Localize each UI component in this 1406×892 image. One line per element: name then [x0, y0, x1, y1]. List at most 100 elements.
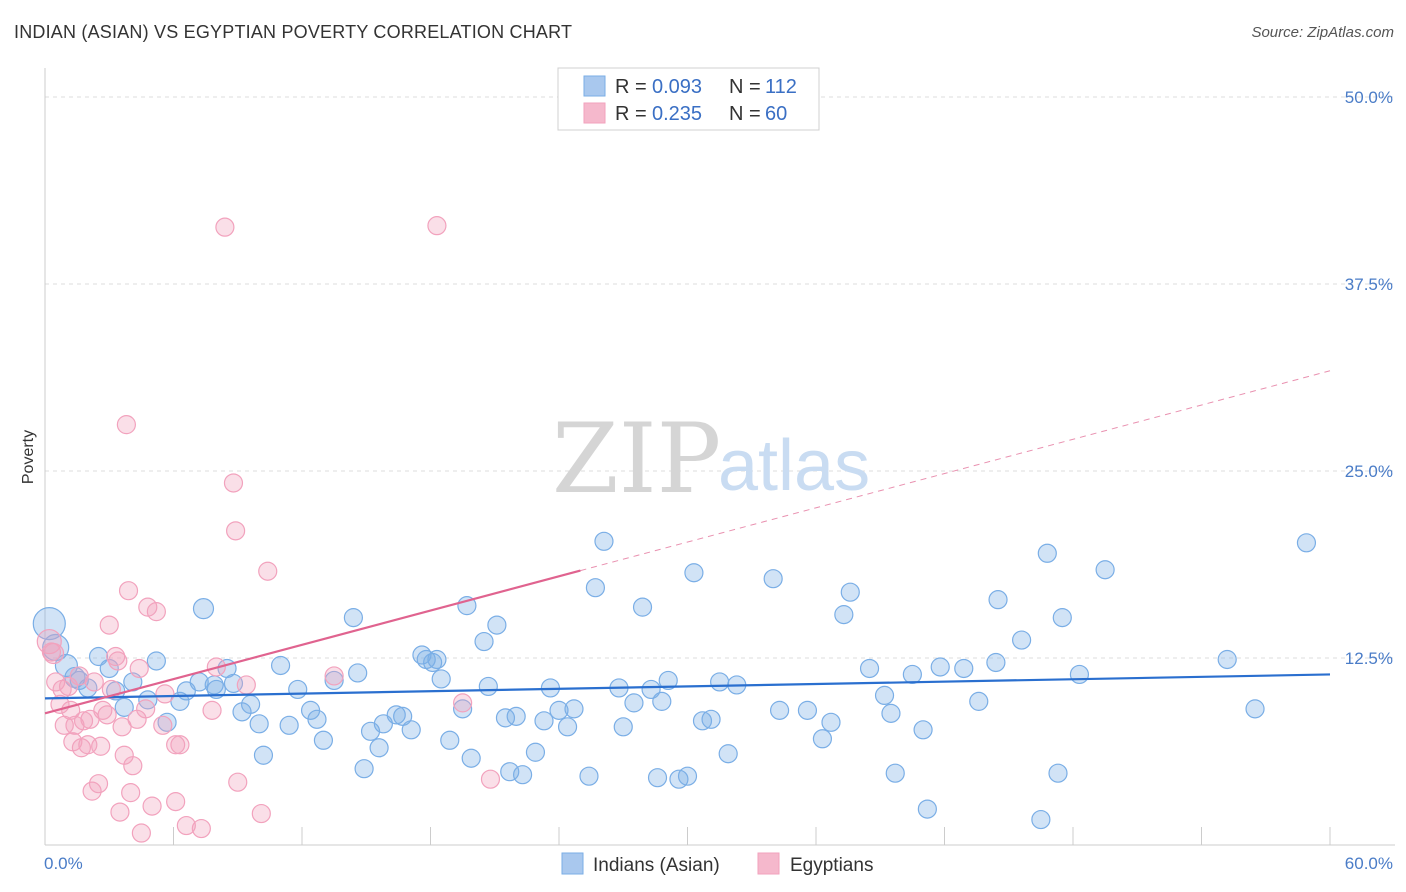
indians-point-0 — [32, 606, 66, 641]
indians-point-111 — [1296, 533, 1317, 553]
egyptians-point-10 — [73, 711, 94, 731]
grid-lines — [45, 96, 1395, 659]
indians-point-84 — [769, 700, 790, 720]
bottom-legend-label-egyptians: Egyptians — [790, 855, 873, 876]
bottom-legend-swatch-indians — [561, 852, 584, 875]
indians-point-24 — [249, 714, 269, 734]
indians-point-58 — [525, 742, 546, 762]
indians-point-65 — [585, 578, 606, 598]
indians-point-90 — [859, 658, 880, 679]
egyptians-point-17 — [97, 705, 117, 725]
indians-point-26 — [270, 655, 291, 676]
egyptians-point-34 — [155, 684, 175, 704]
indians-point-79 — [701, 709, 721, 729]
indians-point-85 — [797, 700, 818, 720]
indians-point-31 — [313, 730, 334, 750]
y-tick-labels: 12.5% 25.0% 37.5% 50.0% — [1345, 88, 1393, 668]
indians-point-94 — [902, 664, 922, 685]
egyptians-point-13 — [84, 672, 104, 692]
indians-point-76 — [677, 766, 698, 786]
y-axis-label: Poverty — [20, 430, 37, 484]
egyptians-point-38 — [176, 815, 196, 836]
watermark-zip: ZIP — [552, 403, 721, 515]
indians-point-73 — [652, 691, 672, 711]
egyptians-point-14 — [88, 774, 109, 794]
indians-point-98 — [954, 658, 974, 679]
indians-point-69 — [624, 693, 644, 713]
egyptians-point-22 — [110, 802, 130, 822]
egyptians-point-2 — [46, 672, 66, 692]
indians-trend-line — [44, 673, 1331, 700]
indians-point-105 — [1048, 763, 1068, 783]
egyptians-point-30 — [136, 699, 156, 719]
legend-n-label-egyptians: N = — [729, 103, 761, 125]
y-tick-label-0: 12.5% — [1345, 649, 1393, 668]
indians-point-41 — [401, 720, 421, 740]
indians-point-47 — [440, 730, 460, 750]
legend-r-value-egyptians: 0.235 — [652, 103, 702, 125]
egyptians-point-25 — [118, 581, 139, 601]
indians-point-40 — [393, 706, 413, 726]
watermark-atlas: atlas — [718, 426, 870, 506]
series-egyptians-points — [36, 216, 501, 843]
indians-point-6 — [88, 646, 109, 667]
indians-point-33 — [343, 608, 363, 628]
egyptians-point-56 — [129, 658, 149, 679]
egyptians-point-49 — [453, 693, 473, 713]
series-legend: Indians (Asian) Egyptians — [561, 852, 873, 876]
indians-point-62 — [557, 717, 578, 737]
indians-point-27 — [279, 715, 299, 735]
indians-point-104 — [1037, 543, 1057, 563]
indians-point-106 — [1052, 608, 1072, 628]
indians-point-35 — [354, 759, 374, 779]
indians-point-100 — [986, 652, 1006, 673]
indians-point-68 — [613, 717, 633, 737]
egyptians-point-47 — [324, 666, 344, 686]
indians-point-23 — [241, 694, 261, 714]
indians-point-12 — [146, 651, 166, 671]
egyptians-point-39 — [191, 818, 211, 839]
watermark: ZIP atlas — [552, 403, 870, 515]
indians-point-108 — [1095, 560, 1115, 580]
indians-point-89 — [840, 582, 860, 602]
egyptians-trend-line — [44, 569, 581, 715]
indians-point-102 — [1011, 630, 1032, 650]
indians-point-103 — [1031, 809, 1051, 830]
indians-point-50 — [461, 748, 481, 768]
indians-point-28 — [288, 679, 308, 700]
egyptians-point-15 — [91, 736, 111, 756]
indians-point-39 — [386, 705, 406, 725]
egyptians-point-41 — [215, 217, 235, 237]
egyptians-point-37 — [170, 735, 190, 755]
x-tick-labels: 0.0% 60.0% — [44, 854, 1393, 873]
y-tick-label-2: 37.5% — [1345, 275, 1393, 294]
indians-point-25 — [253, 745, 274, 765]
egyptians-point-45 — [251, 803, 271, 824]
indians-point-17 — [192, 598, 215, 620]
egyptians-point-44 — [228, 772, 248, 792]
egyptians-point-21 — [108, 651, 128, 671]
legend-r-label-egyptians: R = — [615, 103, 647, 125]
legend-r-value-indians: 0.093 — [652, 76, 702, 98]
bottom-legend-swatch-egyptians — [757, 852, 780, 875]
indians-point-70 — [632, 597, 653, 617]
indians-point-109 — [1217, 649, 1237, 670]
indians-point-57 — [512, 765, 533, 785]
indians-point-99 — [969, 691, 989, 711]
indians-point-81 — [718, 744, 738, 764]
indians-point-66 — [594, 531, 614, 551]
indians-point-107 — [1069, 664, 1090, 685]
indians-point-61 — [549, 700, 569, 720]
trend-lines — [44, 370, 1331, 715]
x-tick-label-0: 0.0% — [44, 854, 83, 873]
egyptians-point-48 — [427, 216, 447, 236]
egyptians-point-32 — [142, 796, 162, 816]
correlation-legend: R = 0.093 N = 112 R = 0.235 N = 60 — [557, 67, 820, 131]
indians-point-46 — [431, 669, 451, 689]
indians-point-32 — [324, 670, 344, 691]
indians-point-56 — [506, 706, 526, 726]
egyptians-point-54 — [82, 781, 102, 801]
egyptians-point-53 — [63, 732, 83, 752]
indians-point-59 — [534, 711, 554, 731]
indians-point-63 — [564, 699, 584, 719]
